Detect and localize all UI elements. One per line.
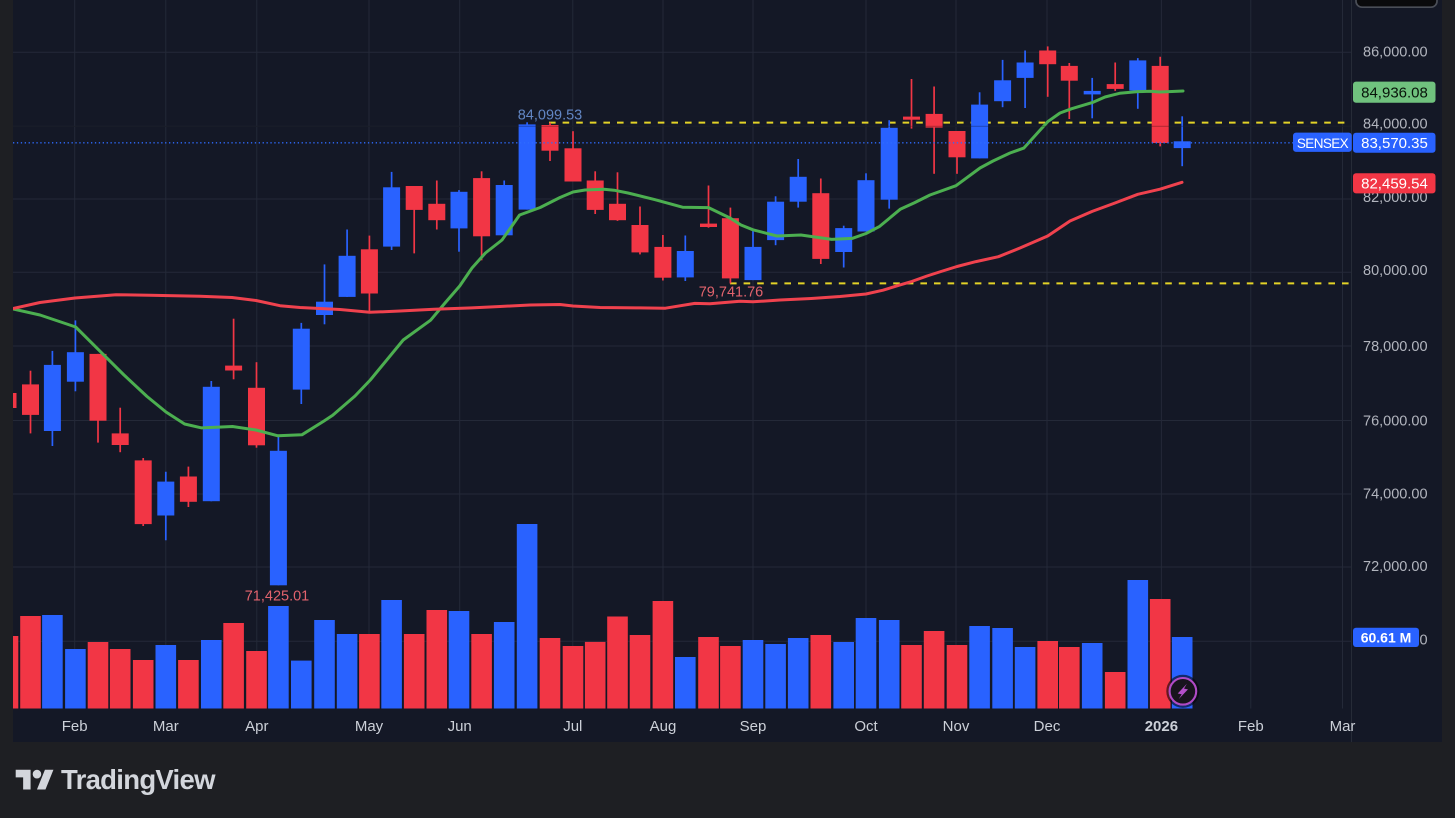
svg-text:Aug: Aug	[650, 718, 677, 735]
svg-text:Mar: Mar	[1330, 718, 1356, 735]
svg-text:76,000.00: 76,000.00	[1363, 414, 1428, 430]
svg-text:Sep: Sep	[740, 718, 767, 735]
svg-text:TradingView: TradingView	[61, 764, 216, 795]
svg-text:Jul: Jul	[563, 718, 582, 735]
svg-text:Dec: Dec	[1034, 718, 1061, 735]
svg-text:84,000.00: 84,000.00	[1363, 117, 1428, 133]
svg-text:Oct: Oct	[854, 718, 878, 735]
svg-text:71,425.01: 71,425.01	[245, 589, 310, 605]
svg-text:May: May	[355, 718, 384, 735]
svg-text:72,000.00: 72,000.00	[1363, 559, 1428, 575]
svg-text:82,000.00: 82,000.00	[1363, 190, 1428, 206]
svg-text:79,741.76: 79,741.76	[699, 284, 764, 300]
svg-text:60.61 M: 60.61 M	[1361, 629, 1412, 645]
svg-text:Feb: Feb	[1238, 718, 1264, 735]
svg-text:83,570.35: 83,570.35	[1361, 135, 1428, 152]
svg-text:82,459.54: 82,459.54	[1361, 176, 1428, 193]
svg-text:Apr: Apr	[245, 718, 268, 735]
svg-text:74,000.00: 74,000.00	[1363, 486, 1428, 502]
svg-text:SENSEX: SENSEX	[1297, 136, 1349, 151]
svg-text:Feb: Feb	[62, 718, 88, 735]
svg-text:Jun: Jun	[448, 718, 472, 735]
svg-text:Mar: Mar	[153, 718, 179, 735]
svg-text:84,936.08: 84,936.08	[1361, 84, 1428, 101]
svg-text:Nov: Nov	[943, 718, 970, 735]
svg-text:86,000.00: 86,000.00	[1363, 45, 1428, 61]
svg-text:84,099.53: 84,099.53	[518, 107, 583, 123]
svg-text:2026: 2026	[1145, 718, 1178, 735]
svg-text:78,000.00: 78,000.00	[1363, 339, 1428, 355]
svg-text:80,000.00: 80,000.00	[1363, 263, 1428, 279]
